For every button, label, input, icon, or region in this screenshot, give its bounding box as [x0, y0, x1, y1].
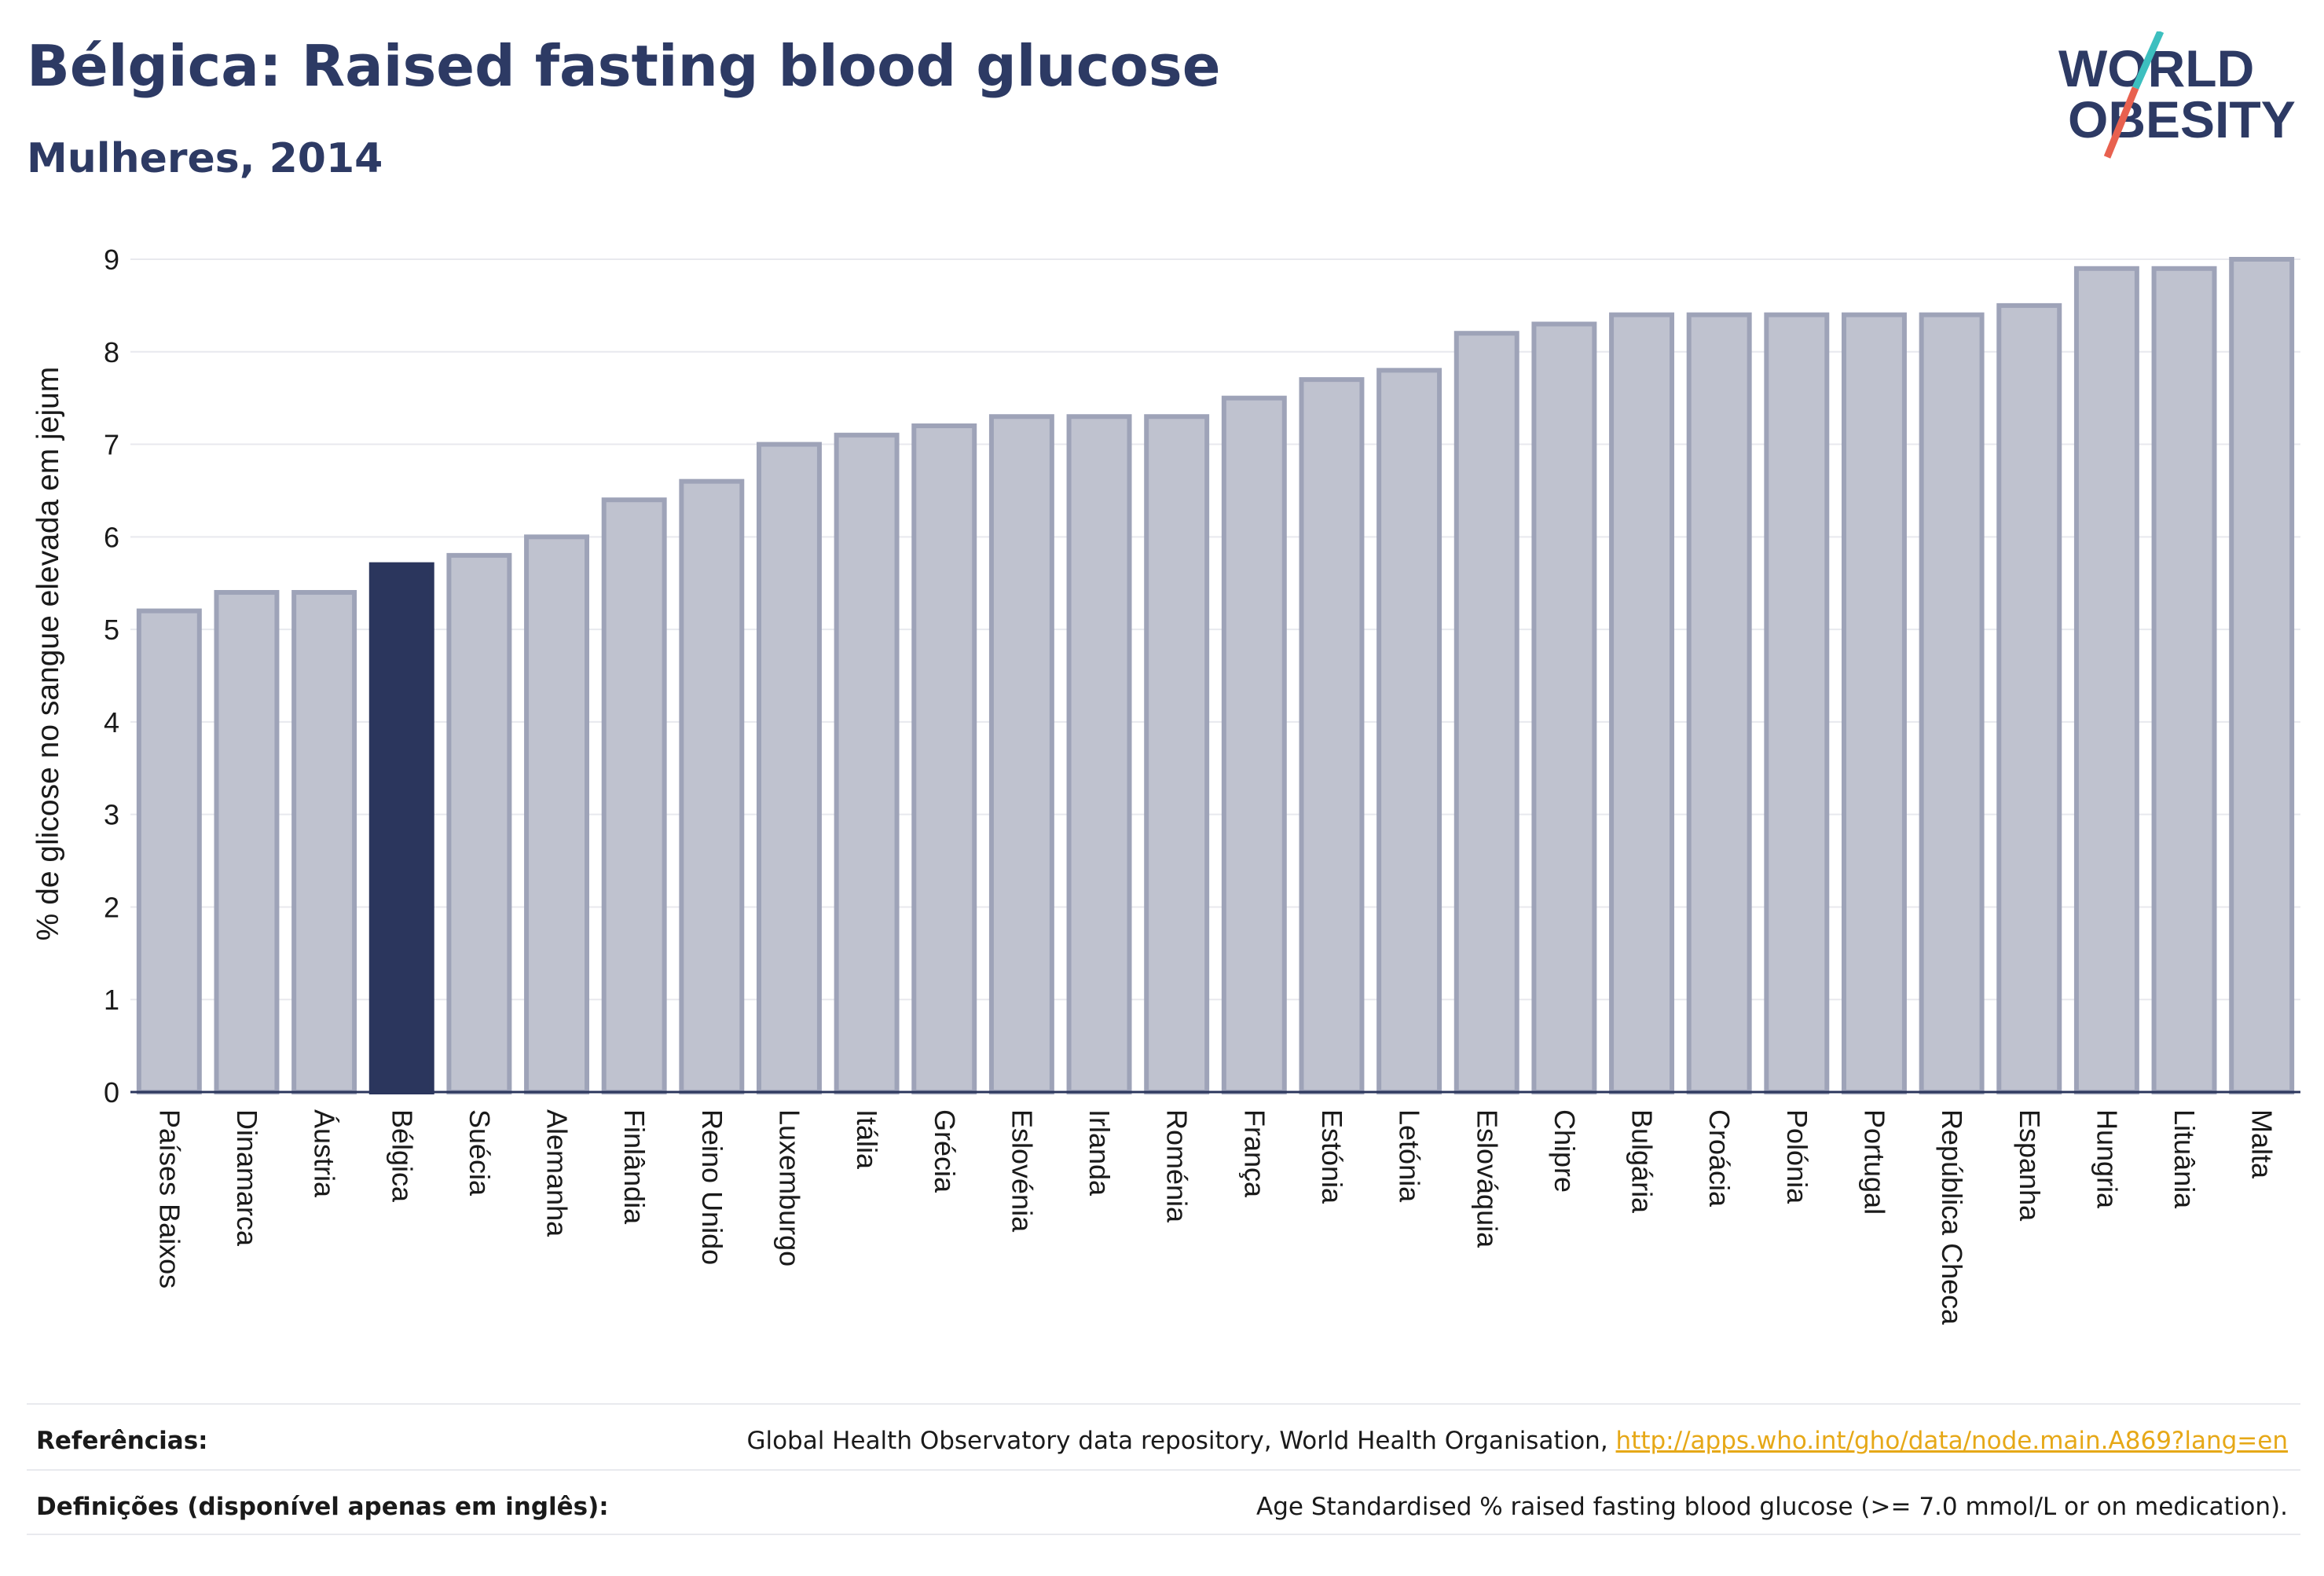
bar	[756, 442, 822, 1094]
bar	[1144, 414, 1210, 1094]
y-tick-label: 2	[104, 891, 119, 923]
bar	[1453, 331, 1519, 1094]
bar	[2229, 257, 2295, 1094]
bar	[1609, 312, 1675, 1094]
x-tick-label: Lituânia	[2168, 1109, 2201, 1209]
bar	[601, 497, 667, 1094]
definitions-text: Age Standardised % raised fasting blood …	[1256, 1493, 2288, 1521]
bar	[1531, 321, 1597, 1094]
y-axis-label: % de glicose no sangue elevada em jejum	[31, 367, 65, 941]
x-tick-label: Finlândia	[618, 1109, 651, 1225]
x-tick-label: Itália	[851, 1109, 883, 1170]
bar	[136, 608, 202, 1094]
chart-subtitle: Mulheres, 2014	[27, 135, 383, 182]
bar	[2151, 266, 2217, 1094]
x-tick-label: Eslovénia	[1006, 1109, 1038, 1233]
world-obesity-logo: WORLD OBESITY	[2058, 31, 2296, 159]
x-tick-label: Alemanha	[541, 1109, 574, 1237]
bar	[679, 478, 745, 1094]
x-tick-label: França	[1238, 1109, 1270, 1198]
x-tick-label: Hungria	[2091, 1109, 2123, 1209]
bar	[446, 552, 512, 1094]
y-tick-label: 1	[104, 984, 119, 1016]
bar	[1919, 312, 1985, 1094]
x-tick-label: Bulgária	[1626, 1109, 1659, 1214]
footer-divider-bottom	[27, 1534, 2300, 1535]
x-tick-label: Letónia	[1394, 1109, 1426, 1203]
x-tick-label: Reino Unido	[696, 1109, 728, 1265]
bar	[214, 590, 280, 1094]
bar	[988, 414, 1054, 1094]
references-link[interactable]: http://apps.who.int/gho/data/node.main.A…	[1615, 1427, 2288, 1455]
x-tick-label: Luxemburgo	[773, 1109, 805, 1266]
logo-slash-top-icon	[2132, 31, 2165, 90]
y-tick-label: 9	[104, 244, 119, 276]
x-tick-label: Chipre	[1549, 1109, 1581, 1193]
x-tick-label: Países Baixos	[153, 1109, 185, 1288]
logo-slash-bottom-icon	[2103, 86, 2139, 159]
bar	[1764, 312, 1830, 1094]
bars	[136, 257, 2295, 1095]
y-tick-label: 8	[104, 336, 119, 368]
x-tick-label: Grécia	[929, 1109, 961, 1193]
x-tick-label: Polónia	[1781, 1109, 1813, 1204]
x-tick-label: Dinamarca	[231, 1109, 263, 1247]
x-tick-label: Suécia	[464, 1109, 496, 1197]
bar-chart: 0 1 2 3 4 5 6 7 8 9 Países Baixos Dinamarca Áustria B…	[31, 244, 2300, 1325]
footer-divider-middle	[27, 1469, 2300, 1471]
bar	[911, 423, 977, 1094]
x-tick-label: Malta	[2246, 1109, 2278, 1179]
x-tick-label: República Checa	[1936, 1109, 1968, 1325]
x-tick-label: Croácia	[1703, 1109, 1736, 1208]
bar	[1996, 302, 2062, 1094]
y-tick-label: 3	[104, 799, 119, 831]
y-tick-label: 4	[104, 706, 119, 739]
y-tick-label: 7	[104, 429, 119, 461]
bar	[834, 432, 900, 1094]
references-label: Referências:	[36, 1427, 208, 1455]
x-tick-label: Estónia	[1316, 1109, 1348, 1204]
references-text: Global Health Observatory data repositor…	[746, 1427, 2288, 1455]
bar	[2073, 266, 2139, 1094]
references-source: Global Health Observatory data repositor…	[746, 1427, 1616, 1455]
x-tick-label: Eslováquia	[1471, 1109, 1503, 1248]
bar	[524, 534, 590, 1094]
definitions-label: Definições (disponível apenas em inglês)…	[36, 1493, 609, 1521]
chart-title: Bélgica: Raised fasting blood glucose	[27, 33, 1221, 99]
bar	[1686, 312, 1752, 1094]
x-tick-label: Portugal	[1858, 1109, 1890, 1215]
bar	[291, 590, 357, 1094]
footer-divider-top	[27, 1403, 2300, 1405]
x-tick-label: Irlanda	[1083, 1109, 1116, 1197]
x-tick-label: Roménia	[1161, 1109, 1193, 1223]
bar	[1376, 368, 1442, 1095]
bar	[1221, 395, 1287, 1094]
x-tick-label: Áustria	[309, 1109, 341, 1198]
y-tick-label: 6	[104, 521, 119, 553]
tick-labels: 0 1 2 3 4 5 6 7 8 9 Países Baixos Dinamarca Áustria B…	[104, 244, 2278, 1325]
bar	[368, 562, 434, 1094]
x-tick-label: Espanha	[2014, 1109, 2046, 1222]
x-tick-label: Bélgica	[386, 1109, 418, 1203]
bar	[1841, 312, 1907, 1094]
bar	[1299, 377, 1365, 1095]
y-tick-label: 0	[104, 1076, 119, 1109]
logo-line2: OBESITY	[2068, 90, 2296, 148]
y-tick-label: 5	[104, 614, 119, 646]
bar	[1066, 414, 1132, 1094]
